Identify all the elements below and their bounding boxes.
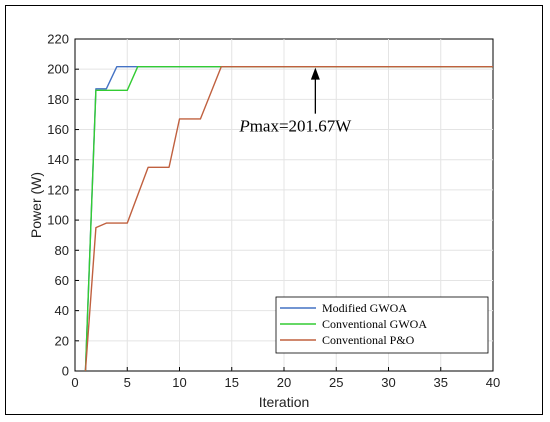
x-tick-label: 35 [434,375,448,390]
y-axis-label: Power (W) [28,172,44,238]
x-tick-label: 10 [172,375,186,390]
y-tick-label: 40 [55,303,69,318]
x-tick-label: 40 [486,375,500,390]
x-tick-label: 15 [225,375,239,390]
legend-box [275,296,489,354]
annotation-arrow-head [310,67,320,80]
x-axis-label: Iteration [259,394,310,410]
annotation-text: max=201.67W [250,117,353,136]
x-tick-label: 5 [124,375,131,390]
y-tick-label: 120 [47,182,69,197]
x-tick-label: 30 [381,375,395,390]
y-tick-label: 100 [47,213,69,228]
series-line-conventional-p-o [84,65,493,372]
y-tick-label: 20 [55,333,69,348]
legend-label-modified-gwoa: Modified GWOA [322,301,407,315]
y-tick-label: 0 [62,364,69,379]
y-tick-label: 220 [47,32,69,47]
annotation-prefix: P [238,117,249,136]
annotation-label: Pmax=201.67W [238,117,352,136]
series-lines [84,65,493,372]
x-tick-label: 0 [71,375,78,390]
x-tick-label: 25 [329,375,343,390]
tick-labels: 0 5 10 15 20 25 30 35 40 0 20 40 60 80 100 120 140 160 180… [47,32,500,391]
y-tick-label: 80 [55,243,69,258]
y-tick-label: 60 [55,273,69,288]
legend: Modified GWOA Conventional GWOA Conventi… [275,296,489,354]
legend-label-conventional-gwoa: Conventional GWOA [322,317,427,331]
y-tick-label: 180 [47,92,69,107]
legend-label-conventional-po: Conventional P&O [322,333,415,347]
pmax-annotation: Pmax=201.67W [238,67,352,136]
y-tick-label: 140 [47,152,69,167]
y-tick-label: 160 [47,122,69,137]
y-tick-label: 200 [47,62,69,77]
x-tick-label: 20 [277,375,291,390]
